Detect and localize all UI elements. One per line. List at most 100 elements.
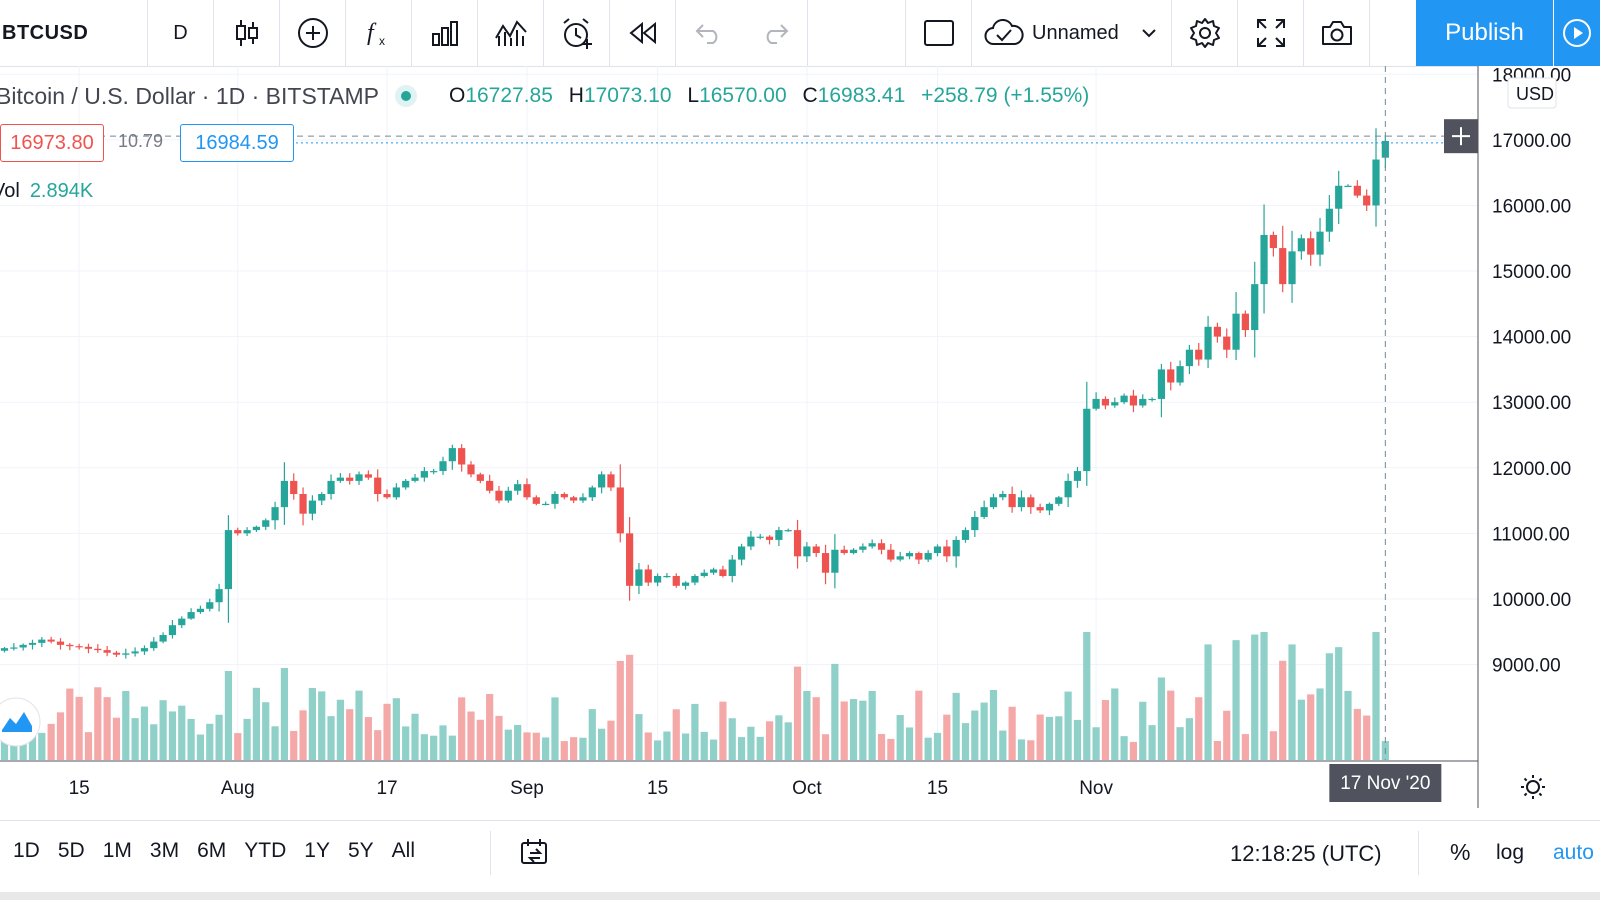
candle bbox=[1008, 486, 1016, 513]
range-ytd[interactable]: YTD bbox=[244, 839, 287, 862]
volume-bar bbox=[523, 732, 531, 760]
undo-icon[interactable] bbox=[676, 0, 742, 66]
candle bbox=[737, 543, 746, 566]
go-to-date-icon[interactable] bbox=[518, 835, 552, 869]
candle bbox=[495, 486, 503, 504]
candle bbox=[1372, 128, 1380, 227]
volume-bar bbox=[1251, 634, 1259, 760]
candle bbox=[514, 479, 522, 495]
candle-body bbox=[681, 582, 690, 586]
candle-body bbox=[812, 546, 820, 554]
candle-body bbox=[467, 464, 475, 475]
alert-icon[interactable] bbox=[544, 0, 610, 66]
candle bbox=[1185, 344, 1194, 375]
candle bbox=[887, 544, 895, 562]
volume-bar bbox=[402, 726, 410, 760]
candle-body bbox=[1381, 140, 1389, 158]
candle-body bbox=[756, 536, 764, 538]
financials-icon[interactable] bbox=[412, 0, 478, 66]
candle-body bbox=[290, 480, 298, 495]
candle bbox=[392, 483, 400, 500]
interval-selector[interactable]: D bbox=[148, 0, 214, 66]
candle bbox=[383, 489, 391, 499]
candle-body bbox=[1260, 234, 1268, 285]
volume-bar bbox=[1176, 727, 1184, 760]
candle-body bbox=[747, 536, 755, 547]
volume-bar bbox=[56, 712, 65, 760]
candle-body bbox=[94, 648, 102, 651]
volume-bar bbox=[1204, 644, 1212, 760]
candle-body bbox=[1101, 398, 1110, 406]
candle-body bbox=[1120, 395, 1128, 403]
volume-bar bbox=[206, 723, 214, 760]
candle-body bbox=[1036, 507, 1044, 511]
camera-icon[interactable] bbox=[1304, 0, 1370, 66]
volume-bar bbox=[560, 741, 568, 760]
add-symbol-icon[interactable] bbox=[280, 0, 346, 66]
volume-bar bbox=[224, 670, 233, 760]
candle-body bbox=[19, 644, 27, 648]
volume-bar bbox=[1064, 691, 1072, 760]
range-6m[interactable]: 6M bbox=[197, 839, 227, 862]
candle-body bbox=[1027, 497, 1035, 508]
candle bbox=[327, 474, 335, 500]
candle bbox=[542, 501, 550, 506]
candle bbox=[318, 492, 326, 506]
log-toggle[interactable]: log bbox=[1496, 841, 1525, 864]
range-1d[interactable]: 1D bbox=[13, 839, 40, 862]
candles-icon[interactable] bbox=[214, 0, 280, 66]
redo-icon[interactable] bbox=[742, 0, 808, 66]
candle-body bbox=[663, 575, 671, 578]
templates-icon[interactable] bbox=[478, 0, 544, 66]
volume-label: Vol bbox=[0, 180, 20, 202]
candle bbox=[905, 551, 914, 560]
buy-button[interactable]: 16984.59 bbox=[180, 124, 294, 162]
candle bbox=[243, 527, 251, 537]
volume-bar bbox=[1092, 727, 1100, 760]
range-all[interactable]: All bbox=[391, 839, 415, 862]
range-5d[interactable]: 5D bbox=[57, 839, 85, 862]
candle-body bbox=[103, 650, 111, 653]
candle-body bbox=[1185, 349, 1194, 367]
range-1m[interactable]: 1M bbox=[102, 839, 132, 862]
x-tick-label: 15 bbox=[69, 778, 90, 799]
candle bbox=[458, 444, 466, 472]
publish-button[interactable]: Publish bbox=[1416, 0, 1553, 66]
candle bbox=[616, 464, 624, 543]
price-chart[interactable]: 17056.1711:41:3617 Nov '20 9000.0010000.… bbox=[0, 66, 1600, 820]
sun-ray bbox=[1538, 792, 1543, 797]
play-icon[interactable] bbox=[1554, 0, 1600, 66]
layout-menu[interactable]: Unnamed bbox=[972, 0, 1172, 66]
range-5y[interactable]: 5Y bbox=[347, 839, 374, 862]
gear-icon[interactable] bbox=[1172, 0, 1238, 66]
sell-button[interactable]: 16973.80 bbox=[0, 124, 104, 162]
candle-body bbox=[1344, 185, 1352, 187]
candle-body bbox=[1073, 471, 1082, 481]
range-1y[interactable]: 1Y bbox=[304, 839, 330, 862]
auto-toggle[interactable]: auto bbox=[1553, 841, 1594, 864]
candle bbox=[1055, 496, 1063, 506]
volume-bar bbox=[1260, 632, 1268, 760]
candle bbox=[700, 569, 708, 578]
candle-body bbox=[1353, 185, 1361, 196]
candle bbox=[943, 539, 951, 562]
replay-icon[interactable] bbox=[610, 0, 676, 66]
volume-bar bbox=[486, 693, 494, 760]
volume-bar bbox=[1353, 708, 1361, 760]
candle-body bbox=[840, 549, 848, 554]
percent-toggle[interactable]: % bbox=[1450, 839, 1471, 865]
fullscreen-icon[interactable] bbox=[1238, 0, 1304, 66]
y-tick-label: 17000.00 bbox=[1492, 131, 1571, 152]
candle bbox=[150, 637, 158, 651]
candle bbox=[178, 616, 186, 629]
candle bbox=[980, 500, 988, 519]
candle bbox=[75, 643, 83, 650]
candle-body bbox=[793, 530, 802, 557]
symbol-search[interactable]: BTCUSD bbox=[0, 0, 148, 66]
candle bbox=[1251, 261, 1259, 358]
layout-icon[interactable] bbox=[906, 0, 972, 66]
utc-clock[interactable]: 12:18:25 (UTC) bbox=[1230, 841, 1382, 866]
range-3m[interactable]: 3M bbox=[149, 839, 180, 862]
window-bottom-strip bbox=[0, 892, 1600, 900]
